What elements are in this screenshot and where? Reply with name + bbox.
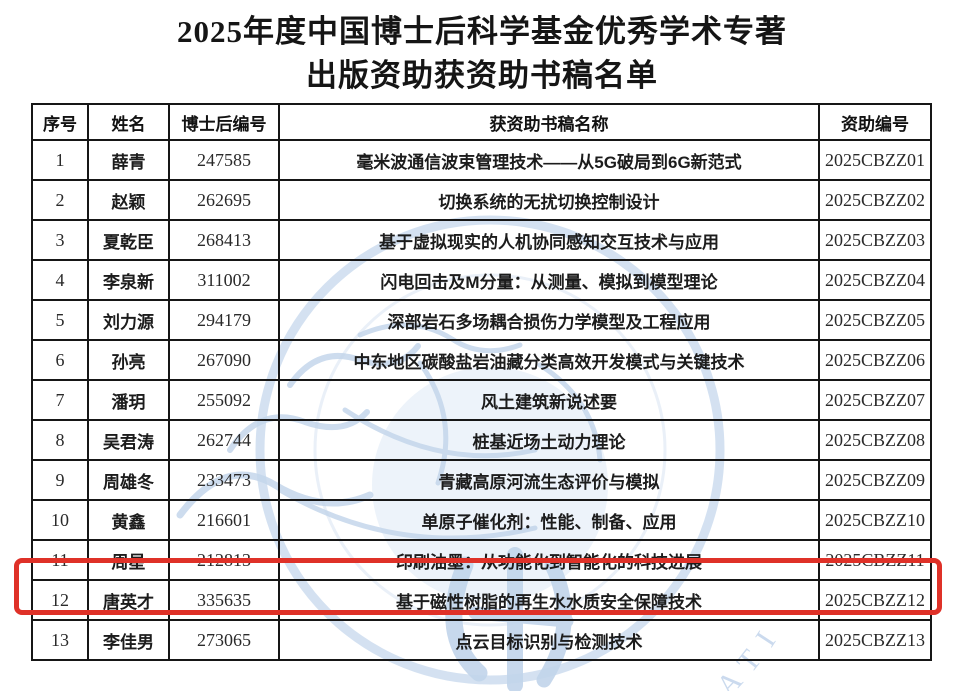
col-header-index: 序号 xyxy=(31,103,89,141)
cell-book-title: 单原子催化剂：性能、制备、应用 xyxy=(278,499,820,541)
cell-name: 刘力源 xyxy=(87,299,170,341)
header-row: 序号 姓名 博士后编号 获资助书稿名称 资助编号 xyxy=(31,103,932,141)
table-row: 12 唐英才 335635 基于磁性树脂的再生水水质安全保障技术 2025CBZ… xyxy=(31,579,932,621)
cell-book-title: 深部岩石多场耦合损伤力学模型及工程应用 xyxy=(278,299,820,341)
cell-grant-id: 2025CBZZ04 xyxy=(818,259,932,301)
table-row: 9 周雄冬 233473 青藏高原河流生态评价与模拟 2025CBZZ09 xyxy=(31,459,932,501)
cell-grant-id: 2025CBZZ09 xyxy=(818,459,932,501)
cell-name: 薛青 xyxy=(87,139,170,181)
cell-postdoc-id: 255092 xyxy=(168,379,280,421)
cell-grant-id: 2025CBZZ05 xyxy=(818,299,932,341)
cell-index: 4 xyxy=(31,259,89,301)
cell-index: 5 xyxy=(31,299,89,341)
cell-postdoc-id: 216601 xyxy=(168,499,280,541)
cell-grant-id: 2025CBZZ08 xyxy=(818,419,932,461)
cell-postdoc-id: 311002 xyxy=(168,259,280,301)
cell-index: 10 xyxy=(31,499,89,541)
cell-book-title: 印刷油墨：从功能化到智能化的科技进展 xyxy=(278,539,820,581)
cell-grant-id: 2025CBZZ11 xyxy=(818,539,932,581)
cell-index: 1 xyxy=(31,139,89,181)
title-line-2: 出版资助获资助书稿名单 xyxy=(306,58,658,93)
cell-name: 赵颖 xyxy=(87,179,170,221)
cell-name: 黄鑫 xyxy=(87,499,170,541)
table-header: 序号 姓名 博士后编号 获资助书稿名称 资助编号 xyxy=(31,103,932,141)
cell-index: 7 xyxy=(31,379,89,421)
cell-book-title: 基于虚拟现实的人机协同感知交互技术与应用 xyxy=(278,219,820,261)
title-line-1: 2025年度中国博士后科学基金优秀学术专著 xyxy=(177,14,787,49)
table-row: 3 夏乾臣 268413 基于虚拟现实的人机协同感知交互技术与应用 2025CB… xyxy=(31,219,932,261)
cell-name: 吴君涛 xyxy=(87,419,170,461)
cell-postdoc-id: 247585 xyxy=(168,139,280,181)
cell-book-title: 闪电回击及M分量：从测量、模拟到模型理论 xyxy=(278,259,820,301)
cell-index: 8 xyxy=(31,419,89,461)
table-body: 1 薛青 247585 毫米波通信波束管理技术——从5G破局到6G新范式 202… xyxy=(31,139,932,661)
cell-name: 周雄冬 xyxy=(87,459,170,501)
cell-grant-id: 2025CBZZ02 xyxy=(818,179,932,221)
table-row: 7 潘玥 255092 风土建筑新说述要 2025CBZZ07 xyxy=(31,379,932,421)
cell-postdoc-id: 212813 xyxy=(168,539,280,581)
cell-book-title: 风土建筑新说述要 xyxy=(278,379,820,421)
cell-index: 6 xyxy=(31,339,89,381)
cell-name: 李泉新 xyxy=(87,259,170,301)
cell-grant-id: 2025CBZZ06 xyxy=(818,339,932,381)
cell-postdoc-id: 294179 xyxy=(168,299,280,341)
cell-name: 夏乾臣 xyxy=(87,219,170,261)
table-row: 5 刘力源 294179 深部岩石多场耦合损伤力学模型及工程应用 2025CBZ… xyxy=(31,299,932,341)
cell-book-title: 切换系统的无扰切换控制设计 xyxy=(278,179,820,221)
cell-postdoc-id: 262744 xyxy=(168,419,280,461)
table-row: 4 李泉新 311002 闪电回击及M分量：从测量、模拟到模型理论 2025CB… xyxy=(31,259,932,301)
cell-book-title: 青藏高原河流生态评价与模拟 xyxy=(278,459,820,501)
document-title: 2025年度中国博士后科学基金优秀学术专著 出版资助获资助书稿名单 xyxy=(0,10,964,98)
table-row: 13 李佳男 273065 点云目标识别与检测技术 2025CBZZ13 xyxy=(31,619,932,661)
cell-grant-id: 2025CBZZ07 xyxy=(818,379,932,421)
cell-name: 周星 xyxy=(87,539,170,581)
col-header-postdoc-id: 博士后编号 xyxy=(168,103,280,141)
cell-postdoc-id: 262695 xyxy=(168,179,280,221)
cell-book-title: 基于磁性树脂的再生水水质安全保障技术 xyxy=(278,579,820,621)
cell-name: 孙亮 xyxy=(87,339,170,381)
cell-book-title: 中东地区碳酸盐岩油藏分类高效开发模式与关键技术 xyxy=(278,339,820,381)
table-row: 1 薛青 247585 毫米波通信波束管理技术——从5G破局到6G新范式 202… xyxy=(31,139,932,181)
grant-table: 序号 姓名 博士后编号 获资助书稿名称 资助编号 1 薛青 247585 毫米波… xyxy=(31,103,932,661)
cell-index: 13 xyxy=(31,619,89,661)
cell-postdoc-id: 335635 xyxy=(168,579,280,621)
col-header-book-title: 获资助书稿名称 xyxy=(278,103,820,141)
col-header-name: 姓名 xyxy=(87,103,170,141)
cell-postdoc-id: 233473 xyxy=(168,459,280,501)
table-row: 2 赵颖 262695 切换系统的无扰切换控制设计 2025CBZZ02 xyxy=(31,179,932,221)
cell-name: 潘玥 xyxy=(87,379,170,421)
table-row: 8 吴君涛 262744 桩基近场土动力理论 2025CBZZ08 xyxy=(31,419,932,461)
cell-index: 11 xyxy=(31,539,89,581)
cell-book-title: 毫米波通信波束管理技术——从5G破局到6G新范式 xyxy=(278,139,820,181)
cell-index: 9 xyxy=(31,459,89,501)
cell-grant-id: 2025CBZZ03 xyxy=(818,219,932,261)
table-row: 11 周星 212813 印刷油墨：从功能化到智能化的科技进展 2025CBZZ… xyxy=(31,539,932,581)
cell-index: 3 xyxy=(31,219,89,261)
cell-postdoc-id: 267090 xyxy=(168,339,280,381)
table-row: 6 孙亮 267090 中东地区碳酸盐岩油藏分类高效开发模式与关键技术 2025… xyxy=(31,339,932,381)
cell-postdoc-id: 268413 xyxy=(168,219,280,261)
cell-grant-id: 2025CBZZ13 xyxy=(818,619,932,661)
cell-book-title: 桩基近场土动力理论 xyxy=(278,419,820,461)
cell-postdoc-id: 273065 xyxy=(168,619,280,661)
cell-index: 12 xyxy=(31,579,89,621)
cell-book-title: 点云目标识别与检测技术 xyxy=(278,619,820,661)
cell-grant-id: 2025CBZZ12 xyxy=(818,579,932,621)
cell-name: 李佳男 xyxy=(87,619,170,661)
cell-grant-id: 2025CBZZ10 xyxy=(818,499,932,541)
col-header-grant-id: 资助编号 xyxy=(818,103,932,141)
cell-grant-id: 2025CBZZ01 xyxy=(818,139,932,181)
cell-name: 唐英才 xyxy=(87,579,170,621)
cell-index: 2 xyxy=(31,179,89,221)
table-row: 10 黄鑫 216601 单原子催化剂：性能、制备、应用 2025CBZZ10 xyxy=(31,499,932,541)
